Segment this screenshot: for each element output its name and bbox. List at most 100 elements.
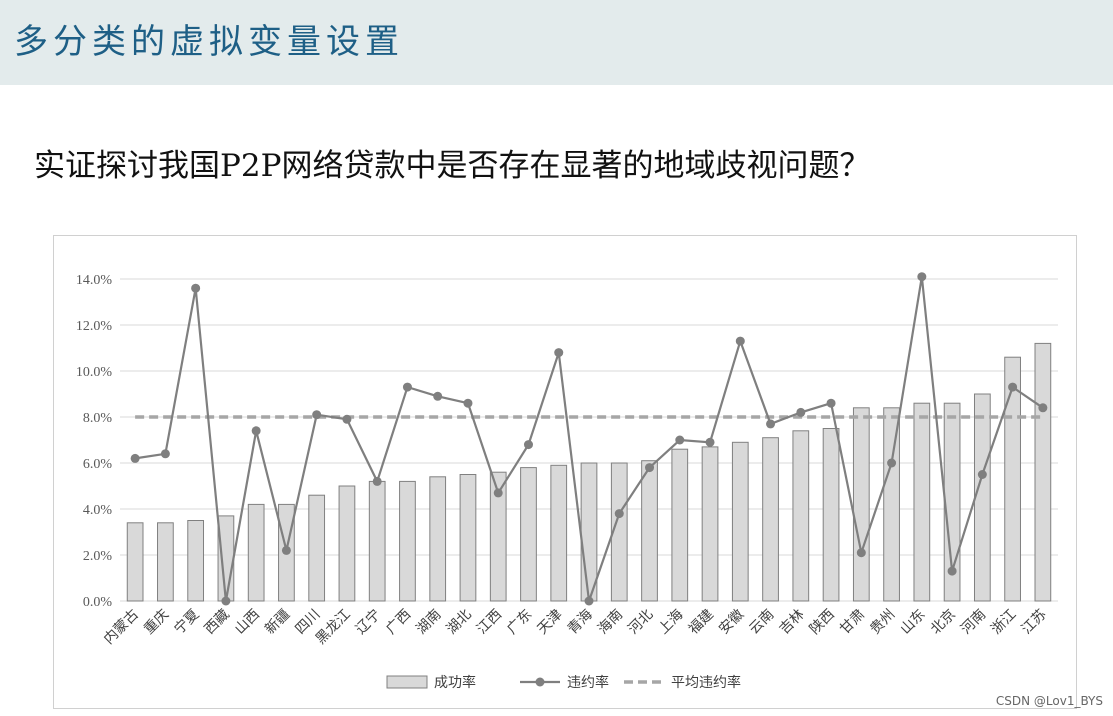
bar (822, 428, 840, 602)
x-tick-label: 吉林 (777, 607, 808, 638)
bar (610, 462, 628, 602)
x-tick-label: 广东 (504, 607, 535, 638)
combo-chart: 0.0% 2.0% 4.0% 6.0% 8.0% 10.0% 12.0% 14.0% 内蒙古 重庆… (76, 272, 1058, 691)
bar (1034, 342, 1052, 602)
default-rate-point (766, 419, 776, 429)
default-rate-point (977, 470, 987, 479)
default-rate-point (614, 509, 624, 519)
default-rate-point (675, 435, 685, 445)
bar (701, 446, 719, 602)
x-tick-label: 辽宁 (352, 606, 384, 638)
bar (671, 448, 689, 602)
bar (399, 480, 416, 602)
y-tick-label: 4.0% (83, 503, 113, 518)
x-tick-label: 西藏 (202, 607, 233, 638)
default-rate-point (251, 426, 261, 436)
x-tick-label: 新疆 (262, 607, 293, 638)
default-rate-point (130, 453, 140, 463)
default-rate-point (312, 410, 322, 420)
default-rate-point (856, 548, 866, 558)
bar (429, 476, 447, 602)
bar (852, 407, 870, 602)
default-rate-point (1008, 382, 1018, 392)
bar (883, 407, 900, 602)
bar (338, 485, 356, 602)
bar (368, 480, 386, 602)
x-tick-label: 浙江 (988, 607, 1019, 638)
bar (1004, 356, 1021, 602)
bar (489, 471, 507, 602)
x-tick-label: 甘肃 (837, 607, 868, 638)
y-tick-label: 10.0% (76, 365, 113, 380)
x-tick-label: 福建 (686, 607, 717, 638)
x-tick-label: 安徽 (716, 607, 747, 638)
x-tick-label: 山西 (232, 607, 263, 638)
bar (126, 522, 144, 602)
header-bar: 多分类的虚拟变量设置 (0, 0, 1113, 85)
default-rate-point (887, 458, 897, 468)
legend-label: 成功率 (434, 674, 476, 691)
x-tick-label: 河南 (958, 607, 989, 638)
default-rate-point (523, 440, 533, 450)
default-rate-point (735, 336, 745, 346)
default-rate-point (493, 488, 503, 498)
chart-frame: 0.0% 2.0% 4.0% 6.0% 8.0% 10.0% 12.0% 14.0% 内蒙古 重庆… (53, 235, 1077, 709)
bar (459, 474, 477, 602)
x-tick-label: 内蒙古 (101, 607, 142, 648)
default-rate-point (221, 596, 231, 606)
default-rate-point (402, 382, 412, 392)
x-tick-label: 广西 (383, 607, 414, 638)
x-tick-label: 湖南 (413, 607, 444, 638)
y-tick-label: 0.0% (83, 595, 113, 610)
default-rate-point (796, 407, 806, 417)
x-tick-label: 云南 (746, 607, 777, 638)
bar (550, 464, 568, 602)
bar (187, 520, 205, 602)
bar (520, 467, 537, 602)
x-tick-label: 河北 (625, 607, 656, 638)
default-rate-point (191, 283, 201, 293)
default-rate-point (584, 596, 594, 606)
legend-label: 平均违约率 (671, 674, 741, 691)
x-tick-label: 江苏 (1019, 607, 1050, 638)
default-rate-point (281, 545, 291, 555)
research-question: 实证探讨我国P2P网络贷款中是否存在显著的地域歧视问题？ (34, 148, 871, 184)
default-rate-point (463, 398, 473, 408)
default-rate-point (705, 437, 715, 447)
watermark: CSDN @Lov1_BYS (995, 694, 1103, 708)
default-rate-point (372, 476, 382, 486)
x-tick-label: 贵州 (867, 607, 898, 638)
bar (580, 462, 598, 602)
y-tick-label: 6.0% (83, 457, 113, 472)
y-tick-label: 8.0% (83, 411, 113, 426)
default-rate-point (160, 449, 170, 459)
bar (247, 503, 265, 602)
x-tick-label: 海南 (595, 607, 626, 638)
default-rate-point (826, 398, 836, 408)
default-rate-point (645, 463, 655, 473)
x-tick-label: 山东 (898, 607, 929, 638)
x-tick-label: 青海 (565, 607, 596, 638)
bar (973, 393, 991, 602)
default-rate-point (947, 566, 957, 576)
x-tick-label: 天津 (534, 607, 565, 638)
bar (792, 430, 810, 602)
bar (217, 515, 235, 602)
x-tick-label: 北京 (928, 607, 959, 638)
legend-label: 违约率 (567, 674, 609, 691)
x-tick-label: 上海 (655, 607, 686, 638)
y-tick-label: 14.0% (76, 273, 113, 288)
bar (913, 402, 931, 602)
page-title: 多分类的虚拟变量设置 (14, 22, 404, 62)
bar (308, 494, 326, 602)
x-tick-label: 重庆 (141, 607, 172, 638)
x-tick-label: 宁夏 (171, 606, 203, 638)
default-rate-point (433, 391, 443, 401)
default-rate-point (1038, 403, 1048, 413)
y-tick-label: 2.0% (83, 549, 113, 564)
x-tick-label: 陕西 (807, 607, 838, 638)
default-rate-point (342, 414, 352, 424)
default-rate-point (554, 348, 564, 358)
legend-swatch-marker (535, 677, 545, 687)
x-tick-label: 江西 (474, 607, 505, 638)
